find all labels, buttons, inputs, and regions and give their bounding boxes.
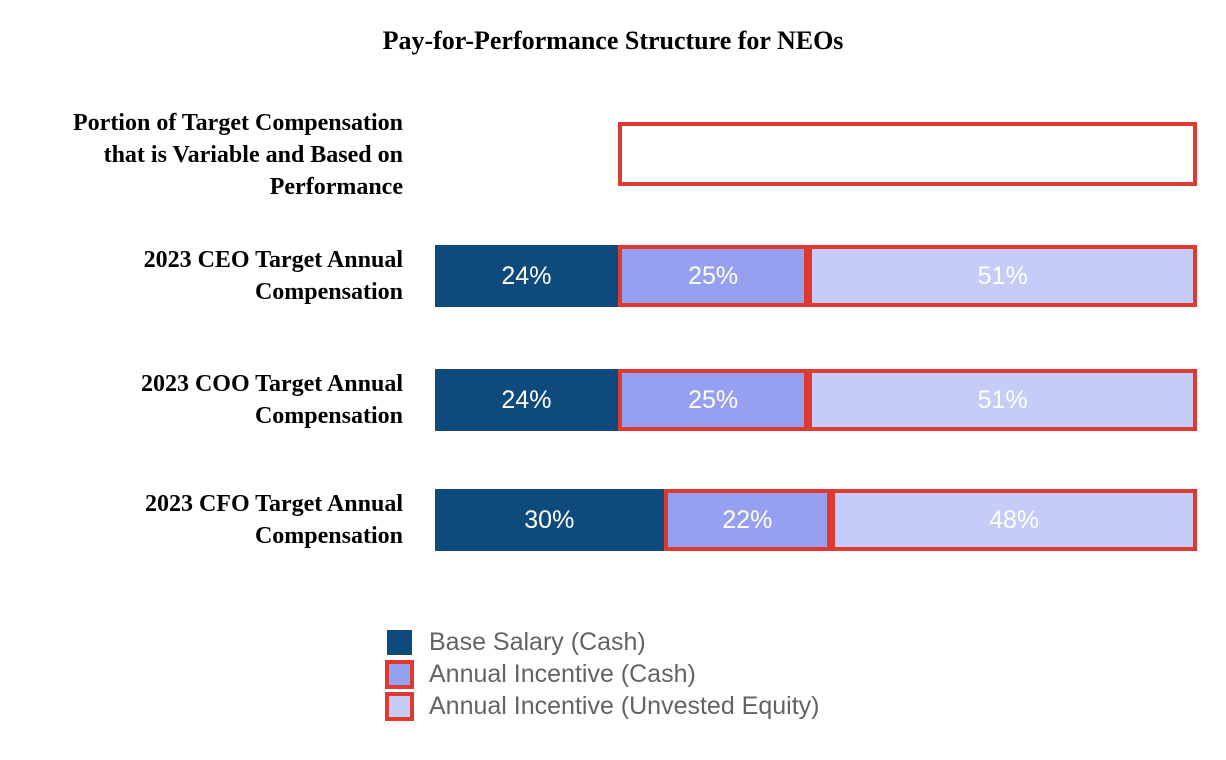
bar-segment-value: 51% [977, 385, 1028, 414]
cfo-bar: 30% 22% 48% [435, 489, 1197, 551]
legend-item-annual-incentive-cash: Annual Incentive (Cash) [385, 658, 820, 690]
coo-row-label-line: 2023 COO Target Annual [140, 371, 403, 397]
bar-segment-base-salary: 24% [435, 245, 618, 307]
ceo-row-label: 2023 CEO Target Annual Compensation [0, 244, 403, 308]
legend-label: Base Salary (Cash) [429, 627, 646, 656]
chart-title: Pay-for-Performance Structure for NEOs [382, 26, 844, 55]
cfo-row-label-line: 2023 CFO Target Annual [144, 491, 403, 517]
legend-label: Annual Incentive (Unvested Equity) [429, 691, 820, 720]
bar-segment-value: 22% [722, 505, 773, 534]
bar-segment-base-salary: 30% [435, 489, 664, 551]
annotation-label-line: that is Variable and Based on [103, 142, 403, 168]
bar-segment-value: 48% [989, 505, 1040, 534]
bar-segment-annual-incentive-cash: 22% [663, 489, 832, 551]
annotation-bar-area [435, 122, 1197, 186]
variable-compensation-highlight-box [617, 122, 1197, 186]
cfo-row-label-line: Compensation [254, 523, 403, 549]
ceo-row-label-line: Compensation [254, 279, 403, 305]
bar-segment-value: 30% [524, 505, 575, 534]
legend: Base Salary (Cash) Annual Incentive (Cas… [385, 626, 820, 722]
bar-segment-value: 24% [501, 261, 552, 290]
bar-segment-value: 25% [688, 261, 739, 290]
cfo-row-label: 2023 CFO Target Annual Compensation [0, 488, 403, 552]
annotation-label-line: Portion of Target Compensation [73, 110, 403, 136]
bar-segment-annual-incentive-equity: 51% [808, 245, 1197, 307]
bar-segment-annual-incentive-equity: 51% [808, 369, 1197, 431]
bar-segment-value: 24% [501, 385, 552, 414]
annotation-label: Portion of Target Compensation that is V… [0, 107, 403, 203]
legend-swatch-annual-incentive-cash [385, 659, 414, 689]
legend-swatch-annual-incentive-equity [385, 691, 414, 721]
bar-segment-annual-incentive-cash: 25% [617, 369, 809, 431]
legend-item-annual-incentive-equity: Annual Incentive (Unvested Equity) [385, 690, 820, 722]
bar-segment-annual-incentive-cash: 25% [617, 245, 809, 307]
bar-segment-base-salary: 24% [435, 369, 618, 431]
bar-segment-annual-incentive-equity: 48% [831, 489, 1197, 551]
coo-bar: 24% 25% 51% [435, 369, 1197, 431]
coo-row-label-line: Compensation [254, 403, 403, 429]
legend-swatch-base-salary [387, 629, 412, 655]
legend-label: Annual Incentive (Cash) [429, 659, 696, 688]
annotation-label-line: Performance [269, 174, 403, 200]
coo-row-label: 2023 COO Target Annual Compensation [0, 368, 403, 432]
bar-segment-value: 25% [688, 385, 739, 414]
bar-segment-value: 51% [977, 261, 1028, 290]
legend-item-base-salary: Base Salary (Cash) [385, 626, 820, 658]
ceo-bar: 24% 25% 51% [435, 245, 1197, 307]
ceo-row-label-line: 2023 CEO Target Annual [143, 247, 403, 273]
